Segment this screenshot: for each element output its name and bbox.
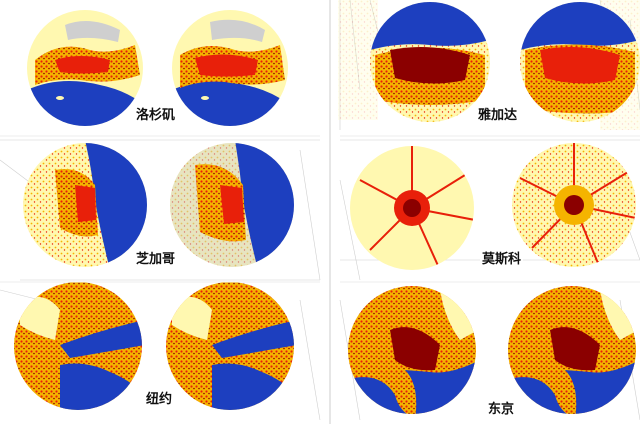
map-jakarta-a <box>370 2 490 122</box>
label-moscow: 莫斯科 <box>480 248 524 267</box>
map-los-angeles-a <box>27 10 143 126</box>
label-los-angeles: 洛杉矶 <box>134 104 178 123</box>
label-tokyo: 东京 <box>486 398 517 417</box>
map-chicago-a <box>23 143 147 267</box>
map-tokyo-a <box>348 286 476 414</box>
label-chicago: 芝加哥 <box>134 248 178 267</box>
map-new-york-b <box>166 282 294 410</box>
map-moscow-b <box>512 143 636 267</box>
label-new-york: 纽约 <box>144 388 175 407</box>
map-moscow-a <box>350 146 474 270</box>
label-jakarta: 雅加达 <box>476 104 520 123</box>
map-tokyo-b <box>508 286 636 414</box>
map-new-york-a <box>14 282 142 410</box>
map-jakarta-b <box>520 2 640 122</box>
map-los-angeles-b <box>172 10 288 126</box>
map-chicago-b <box>170 143 294 267</box>
